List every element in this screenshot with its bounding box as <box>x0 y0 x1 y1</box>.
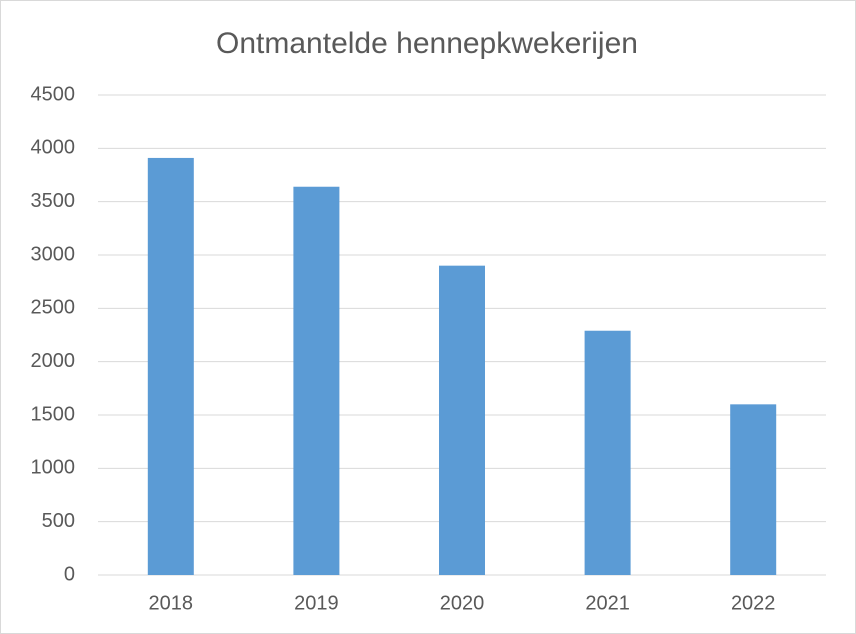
x-tick-label: 2021 <box>585 592 630 614</box>
bar <box>730 404 777 575</box>
y-tick-label: 1000 <box>31 457 76 479</box>
x-tick-label: 2018 <box>149 592 194 614</box>
bar <box>439 265 485 575</box>
bar <box>584 330 631 575</box>
chart-title: Ontmantelde hennepkwekerijen <box>216 27 638 60</box>
y-tick-label: 500 <box>42 510 75 532</box>
x-tick-label: 2019 <box>294 592 339 614</box>
y-tick-label: 0 <box>64 563 75 585</box>
x-tick-label: 2020 <box>440 592 485 614</box>
y-tick-label: 2500 <box>31 297 76 319</box>
x-tick-label: 2022 <box>731 592 776 614</box>
y-tick-label: 3500 <box>31 190 76 212</box>
y-tick-label: 2000 <box>31 350 76 372</box>
y-tick-label: 3000 <box>31 243 76 265</box>
y-tick-label: 4000 <box>31 137 76 159</box>
bar <box>293 186 340 575</box>
y-tick-label: 1500 <box>31 403 76 425</box>
y-tick-label: 4500 <box>31 83 76 105</box>
bar <box>147 157 194 575</box>
